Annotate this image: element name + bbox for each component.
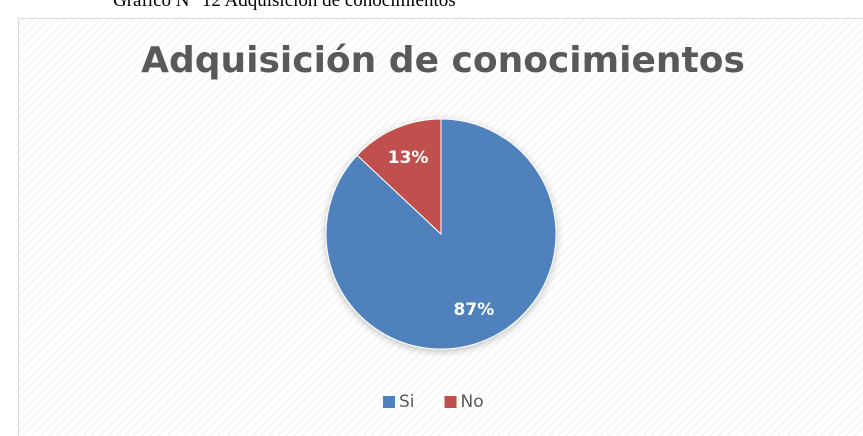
legend-label: No [461,392,484,412]
legend-swatch [383,396,395,408]
legend-label: Si [399,392,415,412]
data-label: 87% [454,300,495,320]
chart-title: Adquisición de conocimientos [141,40,745,81]
pie [325,118,557,350]
legend-swatch [444,396,457,408]
pie-slice [356,118,442,236]
caption: Gráfico N° 12 Adquisición de conocimient… [113,0,456,11]
data-label: 13% [388,148,429,168]
